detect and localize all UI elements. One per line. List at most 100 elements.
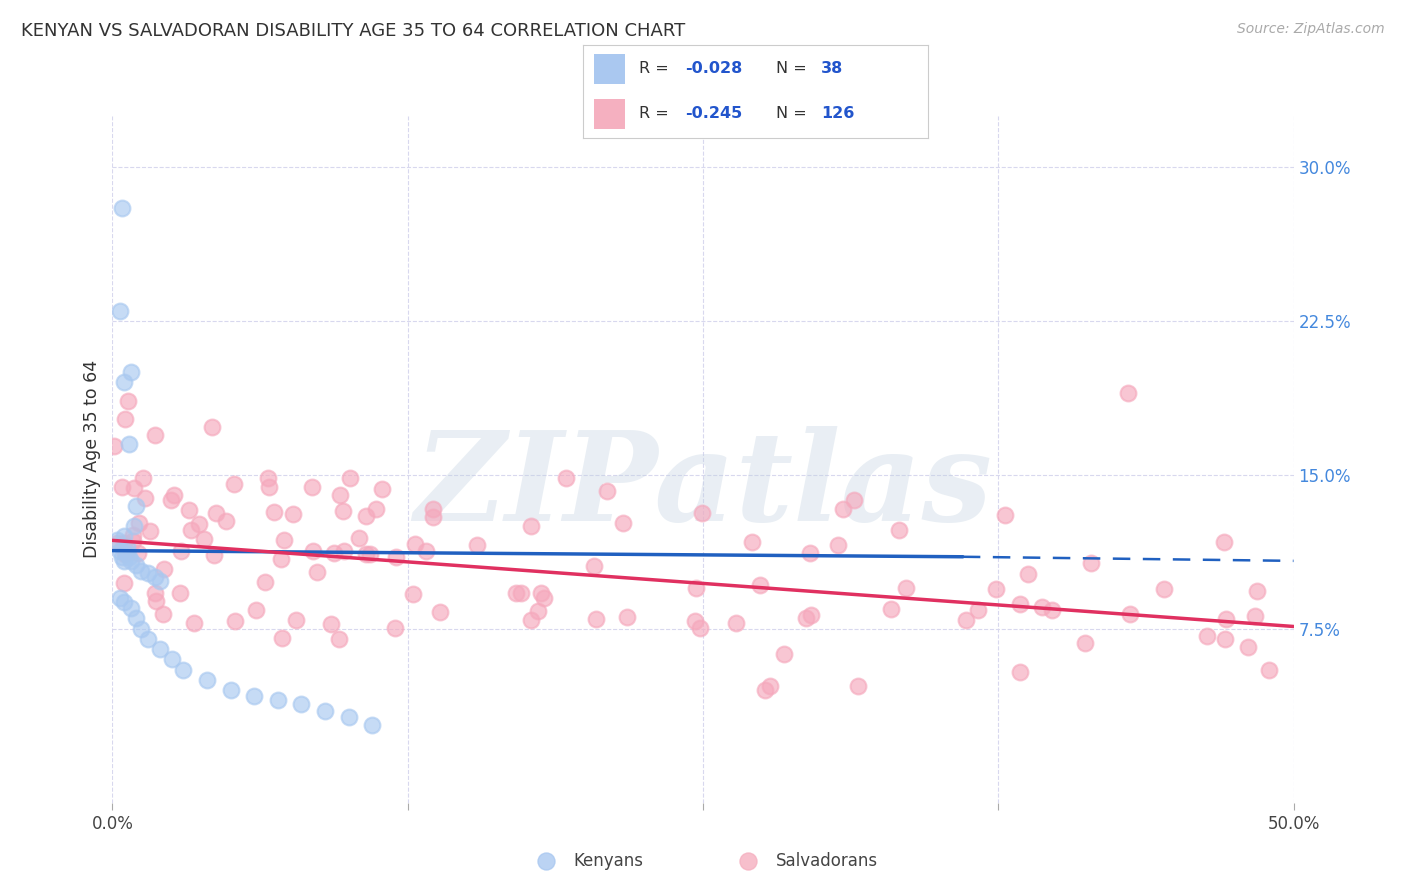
Point <box>222 476 245 491</box>
Text: Kenyans: Kenyans <box>574 852 644 870</box>
Point <box>169 586 191 600</box>
Point <box>555 470 578 484</box>
Point <box>290 698 312 712</box>
Point <box>112 575 135 590</box>
Point <box>404 537 426 551</box>
Point <box>108 543 131 558</box>
Point <box>832 502 855 516</box>
Point <box>465 538 488 552</box>
Point <box>1017 566 1039 581</box>
Point <box>530 586 553 600</box>
Point <box>505 585 527 599</box>
Point <box>180 524 202 538</box>
Point <box>1031 600 1053 615</box>
Text: 126: 126 <box>821 106 855 121</box>
Point <box>122 481 145 495</box>
Point <box>800 608 823 623</box>
Point <box>754 683 776 698</box>
Point <box>772 648 794 662</box>
Point <box>301 480 323 494</box>
Point <box>200 420 222 434</box>
Point <box>136 632 159 646</box>
Point <box>314 704 336 718</box>
Point <box>1213 632 1236 646</box>
Point <box>257 471 280 485</box>
Point <box>153 562 176 576</box>
Point <box>361 718 384 732</box>
Text: N =: N = <box>776 62 813 77</box>
Point <box>129 564 152 578</box>
Point <box>188 517 211 532</box>
Text: R =: R = <box>638 62 673 77</box>
Point <box>112 536 135 550</box>
Point <box>402 587 425 601</box>
Point <box>685 582 707 596</box>
Point <box>509 586 531 600</box>
Point <box>103 439 125 453</box>
Text: -0.245: -0.245 <box>685 106 742 121</box>
Point <box>118 437 141 451</box>
Point <box>322 546 344 560</box>
Point <box>1040 603 1063 617</box>
Point <box>527 604 550 618</box>
Point <box>339 471 361 485</box>
Point <box>125 499 148 513</box>
Point <box>689 621 711 635</box>
Point <box>1153 582 1175 596</box>
Point <box>243 689 266 703</box>
Point <box>127 546 149 560</box>
Point <box>114 412 136 426</box>
Point <box>683 615 706 629</box>
Point <box>359 547 381 561</box>
Point <box>582 559 605 574</box>
Point <box>1215 612 1237 626</box>
Text: 38: 38 <box>821 62 844 77</box>
Point <box>120 601 142 615</box>
Point <box>267 693 290 707</box>
Text: Source: ZipAtlas.com: Source: ZipAtlas.com <box>1237 22 1385 37</box>
Point <box>120 554 142 568</box>
Point <box>827 538 849 552</box>
Point <box>302 544 325 558</box>
Point <box>332 504 354 518</box>
Y-axis label: Disability Age 35 to 64: Disability Age 35 to 64 <box>83 360 101 558</box>
Point <box>205 506 228 520</box>
Point <box>364 502 387 516</box>
Point <box>1008 598 1031 612</box>
Point <box>1116 385 1139 400</box>
Point <box>152 607 174 622</box>
Point <box>125 611 148 625</box>
Point <box>118 549 141 564</box>
Point <box>108 303 131 318</box>
Point <box>122 533 145 548</box>
Point <box>111 549 134 564</box>
Point <box>1010 665 1032 680</box>
Point <box>337 709 360 723</box>
Point <box>172 663 194 677</box>
Point <box>1237 640 1260 654</box>
Point <box>533 591 555 606</box>
Point <box>120 365 142 379</box>
Point <box>422 510 444 524</box>
Point <box>1119 607 1142 622</box>
Point <box>111 201 134 215</box>
Point <box>149 574 172 589</box>
Point <box>259 480 281 494</box>
Point <box>117 394 139 409</box>
Point <box>245 603 267 617</box>
Point <box>160 652 183 666</box>
Point <box>108 591 131 605</box>
Point <box>163 488 186 502</box>
Point <box>520 613 543 627</box>
Point <box>415 544 437 558</box>
Point <box>285 613 308 627</box>
Point <box>725 616 748 631</box>
Text: R =: R = <box>638 106 673 121</box>
FancyBboxPatch shape <box>593 99 624 129</box>
Point <box>612 516 634 531</box>
Point <box>143 570 166 584</box>
Point <box>846 680 869 694</box>
Point <box>183 616 205 631</box>
Point <box>160 492 183 507</box>
Point <box>122 528 145 542</box>
